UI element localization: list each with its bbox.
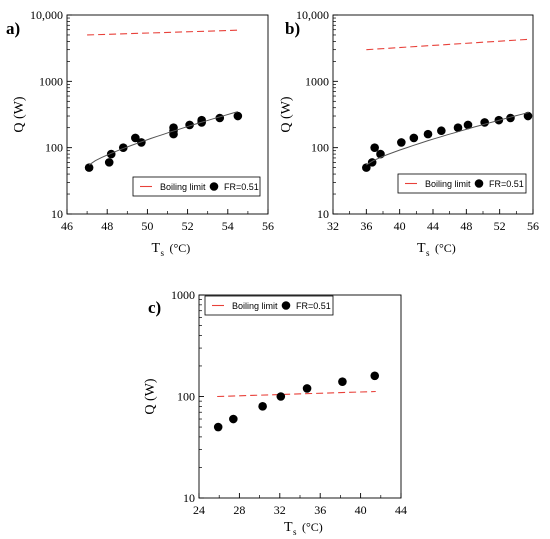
legend-marker-label: FR=0.51 bbox=[296, 301, 331, 311]
legend-marker-swatch bbox=[474, 179, 484, 188]
boiling-limit-line bbox=[87, 29, 238, 36]
x-axis-label-subscript: s bbox=[161, 248, 165, 258]
y-axis-label: Q (W) bbox=[279, 96, 294, 132]
x-axis-label: T bbox=[417, 241, 426, 256]
data-point bbox=[229, 414, 238, 424]
data-point bbox=[409, 133, 419, 143]
y-tick-label: 10 bbox=[317, 207, 329, 221]
data-point bbox=[131, 133, 140, 143]
x-axis-label: T bbox=[152, 241, 161, 256]
data-point bbox=[258, 402, 267, 411]
y-tick-label: 10 bbox=[183, 491, 195, 505]
panel-label: c) bbox=[148, 298, 161, 317]
y-tick-label: 1000 bbox=[171, 288, 195, 302]
y-axis-label: Q (W) bbox=[143, 378, 158, 414]
x-tick-label: 50 bbox=[141, 219, 153, 233]
data-point bbox=[185, 120, 194, 130]
y-tick-label: 1000 bbox=[39, 74, 63, 88]
data-point bbox=[104, 158, 114, 167]
data-point bbox=[302, 384, 312, 393]
y-tick-label: 100 bbox=[177, 390, 195, 404]
x-tick-label: 48 bbox=[460, 219, 472, 233]
boiling-limit-line bbox=[366, 38, 529, 51]
data-point bbox=[370, 143, 379, 152]
x-tick-label: 36 bbox=[314, 503, 326, 517]
x-tick-label: 46 bbox=[61, 219, 73, 233]
data-point bbox=[276, 392, 286, 401]
x-tick-label: 28 bbox=[233, 503, 245, 517]
data-point bbox=[463, 120, 473, 130]
panel-label: b) bbox=[285, 19, 300, 38]
legend-line-label: Boiling limit bbox=[425, 179, 471, 189]
legend-box bbox=[204, 295, 334, 316]
x-tick-label: 32 bbox=[274, 503, 286, 517]
y-tick-label: 10,000 bbox=[296, 8, 329, 22]
data-point bbox=[233, 111, 243, 121]
x-axis-label-unit: (°C) bbox=[170, 241, 191, 255]
data-point bbox=[523, 111, 533, 121]
boiling-limit-line bbox=[217, 390, 376, 398]
x-tick-label: 32 bbox=[327, 219, 339, 233]
x-tick-label: 44 bbox=[427, 219, 439, 233]
data-point bbox=[437, 126, 446, 136]
legend-marker-label: FR=0.51 bbox=[224, 182, 259, 192]
x-tick-label: 40 bbox=[355, 503, 367, 517]
x-axis-label-subscript: s bbox=[293, 527, 297, 537]
x-tick-label: 52 bbox=[182, 219, 194, 233]
x-tick-label: 36 bbox=[360, 219, 372, 233]
data-point bbox=[338, 377, 347, 386]
y-axis-label: Q (W) bbox=[12, 96, 27, 132]
x-axis-label-unit: (°C) bbox=[302, 520, 323, 534]
legend-line-label: Boiling limit bbox=[232, 301, 278, 311]
x-axis-label-subscript: s bbox=[426, 248, 430, 258]
x-tick-label: 48 bbox=[101, 219, 113, 233]
y-tick-label: 10 bbox=[51, 207, 63, 221]
panel-label: a) bbox=[6, 19, 20, 38]
y-tick-label: 1000 bbox=[305, 74, 329, 88]
x-tick-label: 44 bbox=[395, 503, 407, 517]
trend-line bbox=[88, 111, 238, 166]
data-point bbox=[362, 163, 371, 172]
x-tick-label: 52 bbox=[494, 219, 506, 233]
data-point bbox=[506, 113, 515, 123]
data-point bbox=[423, 129, 433, 139]
trend-line bbox=[366, 111, 529, 166]
y-tick-label: 100 bbox=[311, 141, 329, 155]
y-tick-label: 100 bbox=[45, 141, 63, 155]
x-tick-label: 40 bbox=[394, 219, 406, 233]
legend-marker-swatch bbox=[281, 301, 291, 310]
x-tick-label: 56 bbox=[262, 219, 274, 233]
x-tick-label: 24 bbox=[193, 503, 205, 517]
data-point bbox=[213, 422, 223, 432]
legend-box bbox=[132, 176, 261, 197]
data-point bbox=[197, 115, 206, 125]
legend-box bbox=[397, 173, 527, 194]
data-point bbox=[84, 163, 94, 172]
data-point bbox=[397, 138, 406, 147]
legend-marker-label: FR=0.51 bbox=[489, 179, 524, 189]
legend-line-label: Boiling limit bbox=[160, 182, 206, 192]
data-point bbox=[137, 138, 146, 147]
y-tick-label: 10,000 bbox=[30, 8, 63, 22]
x-tick-label: 56 bbox=[527, 219, 539, 233]
data-point bbox=[453, 123, 463, 132]
legend-marker-swatch bbox=[209, 182, 219, 191]
data-point bbox=[370, 371, 380, 381]
x-axis-label: T bbox=[284, 520, 293, 535]
x-tick-label: 54 bbox=[222, 219, 234, 233]
x-axis-label-unit: (°C) bbox=[435, 241, 456, 255]
